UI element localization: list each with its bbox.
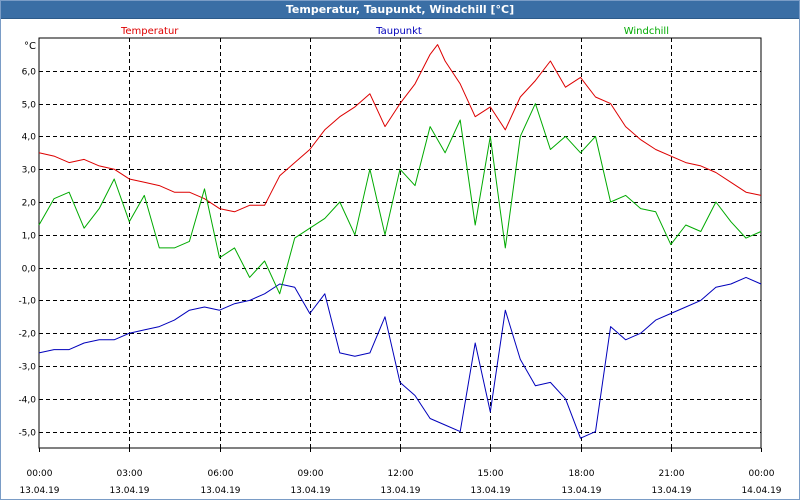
- y-tick-label: 6,0: [22, 68, 37, 78]
- x-tick-date: 13.04.19: [19, 486, 59, 496]
- x-tick-date: 13.04.19: [561, 486, 601, 496]
- y-tick-label: 3,0: [22, 166, 37, 176]
- x-tick-time: 15:00: [478, 469, 504, 479]
- y-tick-label: 0,0: [22, 265, 37, 275]
- x-tick-date: 13.04.19: [380, 486, 420, 496]
- x-tick-date: 13.04.19: [200, 486, 240, 496]
- x-tick-time: 06:00: [208, 469, 234, 479]
- axis-layer: -5,0 -4,0 -3,0 -2,0 -1,0 0,0 1,0 2,0 3,0 4,0 5,0 6,…: [18, 37, 782, 496]
- x-tick-date: 13.04.19: [290, 486, 330, 496]
- y-tick-label: 4,0: [22, 133, 37, 143]
- legend-taupunkt: Taupunkt: [375, 26, 422, 37]
- x-tick-date: 13.04.19: [651, 486, 691, 496]
- series-layer: [38, 44, 762, 439]
- x-tick-time: 18:00: [569, 469, 595, 479]
- legend-windchill: Windchill: [624, 26, 669, 37]
- legend-temperatur: Temperatur: [120, 26, 179, 37]
- x-tick-date: 13.04.19: [470, 486, 510, 496]
- series-line-temperatur: [38, 44, 762, 213]
- x-tick-time: 03:00: [117, 469, 143, 479]
- x-tick-date: 14.04.19: [741, 486, 781, 496]
- y-tick-label: -1,0: [18, 297, 36, 307]
- y-tick-label: -5,0: [18, 429, 36, 439]
- y-tick-label: 5,0: [22, 101, 37, 111]
- x-tick-date: 13.04.19: [109, 486, 149, 496]
- x-tick-time: 21:00: [659, 469, 685, 479]
- x-tick-time: 12:00: [388, 469, 414, 479]
- x-tick-time: 00:00: [27, 469, 53, 479]
- series-line-taupunkt: [38, 276, 762, 439]
- y-tick-label: -4,0: [18, 396, 36, 406]
- y-axis-unit: °C: [24, 41, 36, 52]
- y-tick-label: -3,0: [18, 363, 36, 373]
- y-tick-label: -2,0: [18, 330, 36, 340]
- grid-layer: [39, 38, 761, 448]
- y-tick-label: 2,0: [22, 199, 37, 209]
- legend-layer: Temperatur Taupunkt Windchill: [120, 26, 669, 37]
- series-line-windchill: [38, 103, 762, 295]
- x-tick-time: 00:00: [749, 469, 775, 479]
- window-title: Temperatur, Taupunkt, Windchill [°C]: [1, 1, 799, 19]
- y-tick-label: 1,0: [22, 232, 37, 242]
- x-tick-time: 09:00: [298, 469, 324, 479]
